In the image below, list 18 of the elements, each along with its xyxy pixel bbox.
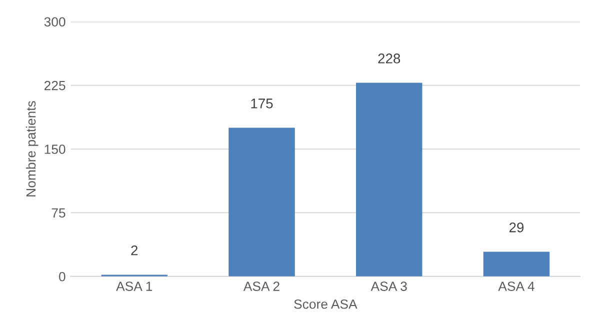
x-tick-label: ASA 4: [498, 282, 534, 291]
x-tick-label: ASA 3: [370, 282, 407, 291]
y-tick-label: 300: [44, 17, 66, 27]
x-tick-label: ASA 1: [116, 282, 152, 291]
y-tick-label: 75: [52, 208, 66, 218]
y-tick-label: 150: [44, 144, 66, 154]
data-label: 175: [251, 98, 273, 108]
y-axis-title: Nombre patients: [26, 101, 38, 196]
data-label: 228: [378, 54, 400, 64]
y-tick-label: 225: [44, 80, 66, 90]
x-axis-title: Score ASA: [294, 299, 358, 309]
x-tick-label: ASA 2: [243, 282, 280, 291]
data-label: 29: [509, 222, 524, 232]
bar: [483, 252, 550, 276]
bar: [356, 82, 422, 276]
y-tick-label: 0: [58, 272, 66, 282]
bar: [228, 128, 295, 276]
data-label: 2: [131, 245, 138, 256]
